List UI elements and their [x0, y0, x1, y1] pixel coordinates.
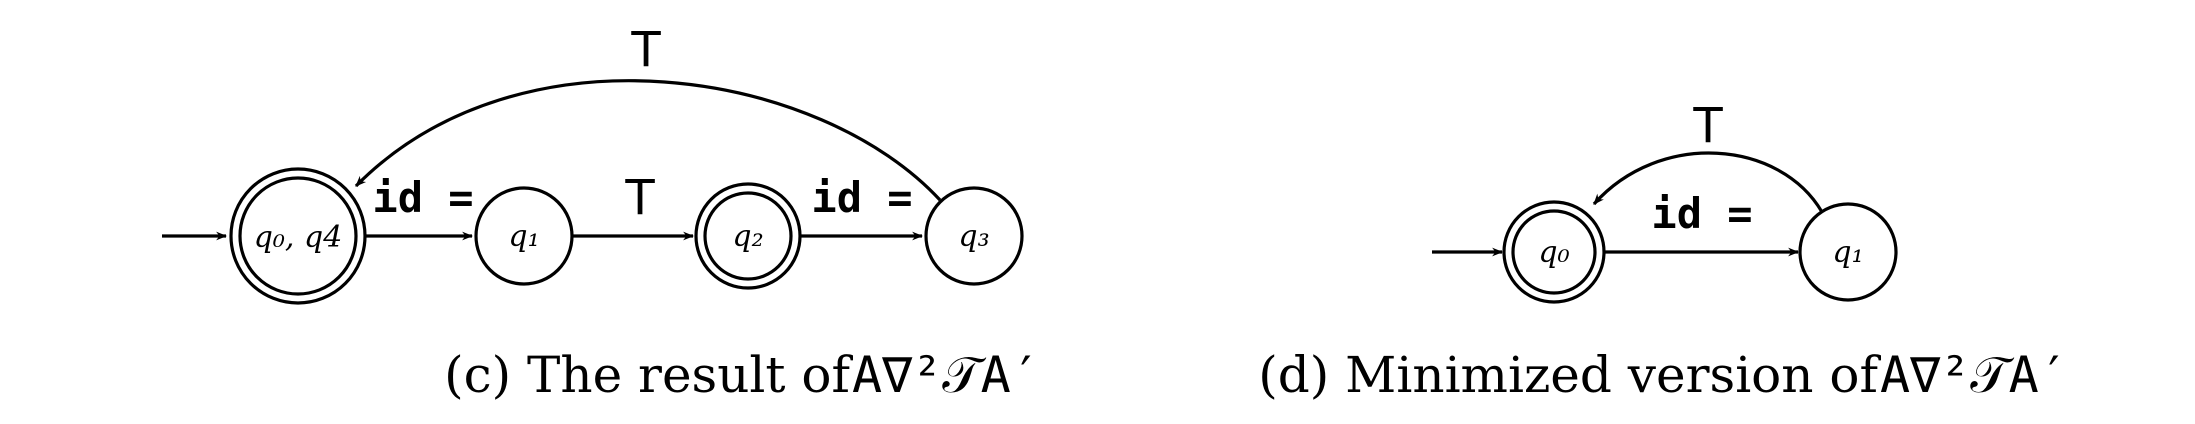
transition-label-q0-q1-d: id = — [1651, 189, 1752, 238]
caption-c: (c) The result of — [444, 346, 853, 404]
state-label-q1-d: q₁ — [1832, 235, 1863, 270]
state-q1-c: q₁ — [474, 186, 574, 286]
state-q0-d: q₀ — [1502, 200, 1606, 304]
diagram-c: q₀, q4 q₁ q₂ q₃ id = T id = T (c) The re… — [162, 22, 1041, 404]
transition-label-q2-q3: id = — [811, 173, 912, 222]
transition-label-q1-q0-d: T — [1692, 98, 1723, 154]
state-label-q1-c: q₁ — [508, 219, 539, 254]
state-label-q3: q₃ — [958, 219, 989, 254]
state-q1-d: q₁ — [1798, 202, 1898, 302]
state-q3: q₃ — [924, 186, 1024, 286]
transition-label-q1-q2: T — [624, 170, 655, 226]
transition-label-q04-q1: id = — [372, 173, 473, 222]
state-q0-q4: q₀, q4 — [229, 167, 367, 305]
diagram-d: q₀ q₁ id = T (d) Minimized version of A∇… — [1258, 98, 2069, 404]
transition-q3-q04 — [354, 79, 942, 202]
transition-label-q3-q04: T — [630, 22, 661, 78]
caption-formula-d: A∇²𝒯A′ — [1880, 346, 2069, 404]
state-label-q2: q₂ — [732, 219, 763, 254]
state-q2: q₂ — [694, 182, 802, 290]
caption-formula-c: A∇²𝒯A′ — [852, 346, 1041, 404]
state-label-q0-d: q₀ — [1538, 235, 1569, 270]
state-label-q0-q4: q₀, q4 — [254, 220, 343, 255]
transition-q1-q0-d — [1592, 151, 1824, 213]
caption-d: (d) Minimized version of — [1258, 346, 1881, 404]
